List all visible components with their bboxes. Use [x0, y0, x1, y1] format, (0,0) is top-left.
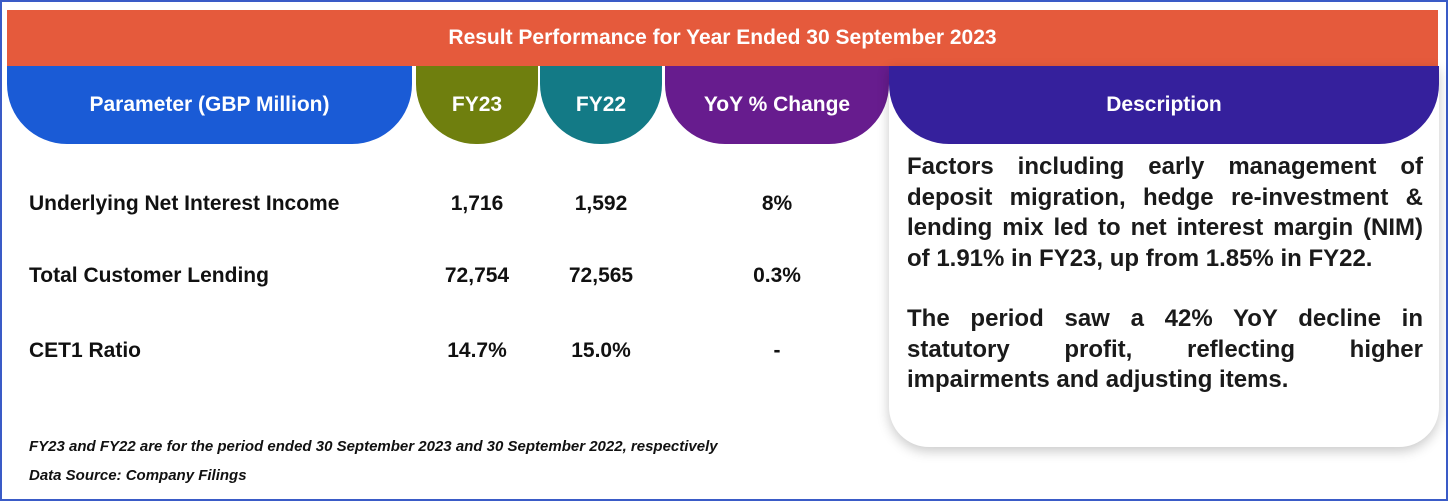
header-fy23: FY23	[416, 66, 538, 144]
row-parameter: Total Customer Lending	[29, 264, 269, 287]
header-parameter: Parameter (GBP Million)	[7, 66, 412, 144]
row-yoy-value: 0.3%	[753, 264, 801, 287]
row-fy22-value: 1,592	[574, 192, 628, 215]
header-description-label: Description	[1106, 93, 1222, 116]
description-text: Factors including early management of de…	[907, 152, 1423, 396]
data-source-footnote: Data Source: Company Filings	[29, 467, 247, 484]
description-paragraph-nim: Factors including early management of de…	[907, 153, 1423, 272]
header-description: Description	[889, 66, 1439, 144]
row-fy22-value: 72,565	[568, 264, 634, 287]
table-row-cet1-ratio: CET1 Ratio 14.7% 15.0% -	[2, 331, 889, 371]
row-fy22-value: 15.0%	[571, 339, 631, 362]
row-parameter: CET1 Ratio	[29, 339, 142, 362]
row-parameter: Underlying Net Interest Income	[29, 192, 340, 215]
period-footnote: FY23 and FY22 are for the period ended 3…	[29, 438, 718, 455]
header-parameter-label: Parameter (GBP Million)	[89, 93, 330, 116]
header-fy23-label: FY23	[451, 93, 503, 116]
row-fy23-value: 72,754	[444, 264, 510, 287]
row-fy23-value: 14.7%	[447, 339, 507, 362]
description-paragraph-profit: The period saw a 42% YoY decline in stat…	[907, 305, 1423, 393]
description-card: Description Factors including early mana…	[889, 66, 1439, 447]
header-yoy-label: YoY % Change	[703, 93, 851, 116]
header-yoy-change: YoY % Change	[665, 66, 889, 144]
title-banner: Result Performance for Year Ended 30 Sep…	[7, 10, 1438, 66]
table-row-customer-lending: Total Customer Lending 72,754 72,565 0.3…	[2, 256, 889, 296]
row-yoy-value: -	[773, 339, 781, 362]
header-fy22-label: FY22	[575, 93, 627, 116]
page-title: Result Performance for Year Ended 30 Sep…	[448, 26, 997, 49]
table-row-net-interest-income: Underlying Net Interest Income 1,716 1,5…	[2, 184, 889, 224]
row-yoy-value: 8%	[761, 192, 793, 215]
row-fy23-value: 1,716	[450, 192, 504, 215]
header-fy22: FY22	[540, 66, 662, 144]
